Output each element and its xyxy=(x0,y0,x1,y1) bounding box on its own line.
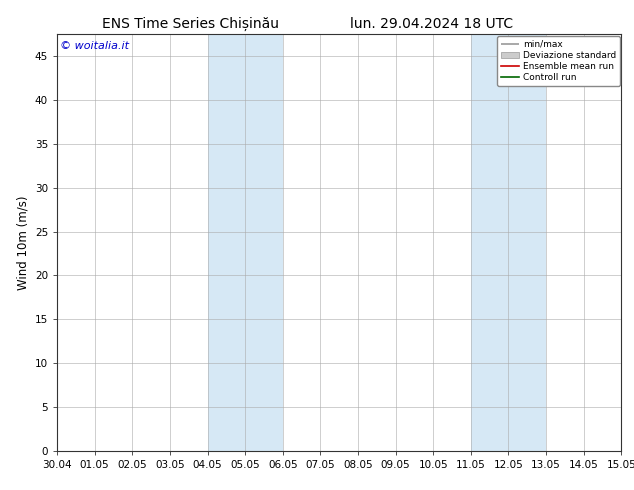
Bar xyxy=(471,34,546,451)
Text: lun. 29.04.2024 18 UTC: lun. 29.04.2024 18 UTC xyxy=(349,17,513,31)
Text: ENS Time Series Chișinău: ENS Time Series Chișinău xyxy=(101,17,279,31)
Text: © woitalia.it: © woitalia.it xyxy=(60,41,129,50)
Legend: min/max, Deviazione standard, Ensemble mean run, Controll run: min/max, Deviazione standard, Ensemble m… xyxy=(498,36,619,86)
Y-axis label: Wind 10m (m/s): Wind 10m (m/s) xyxy=(16,196,29,290)
Bar xyxy=(207,34,283,451)
